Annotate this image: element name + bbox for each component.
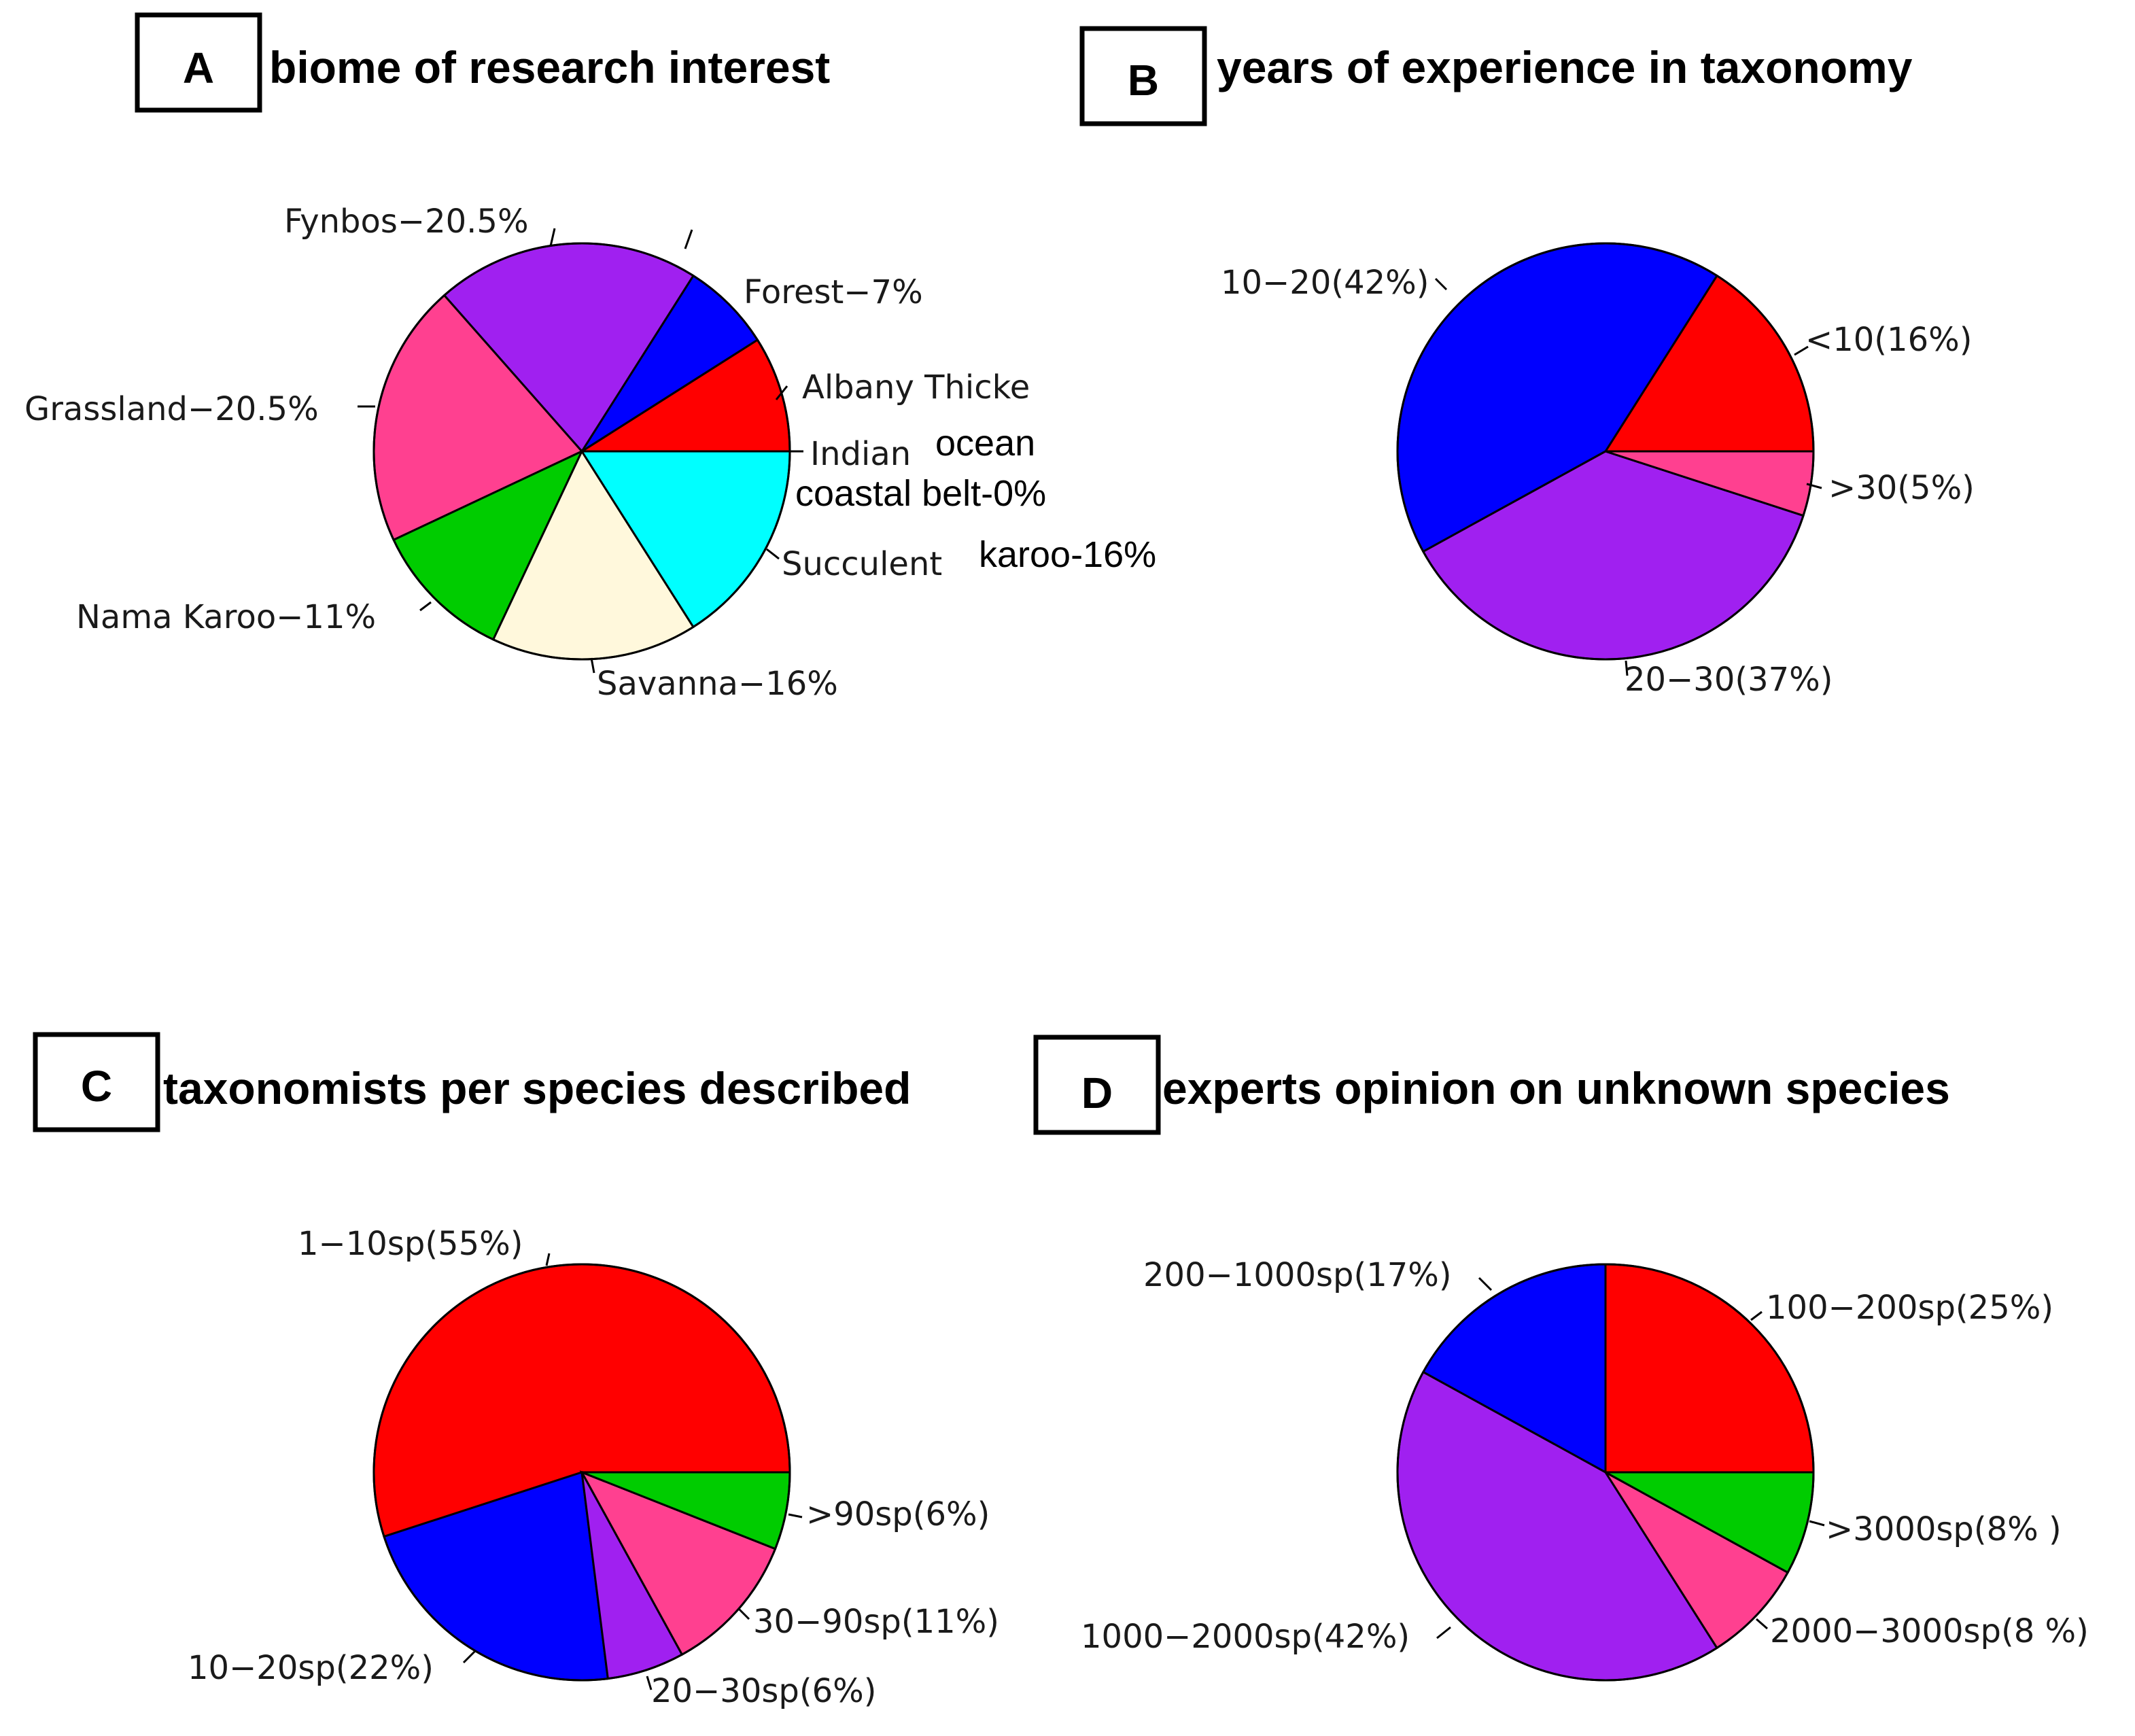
leader-lt10	[1794, 345, 1809, 356]
panel-c-letter: C	[81, 1062, 112, 1111]
panel-d-letter-box	[1033, 1035, 1161, 1135]
label-1000-2000sp: 1000−2000sp(42%)	[1081, 1618, 1410, 1656]
leader-gt3000	[1809, 1520, 1825, 1527]
leader-gt90	[788, 1513, 803, 1518]
label-forest: Forest−7%	[744, 273, 923, 311]
label-grassland: Grassland−20.5%	[24, 390, 319, 428]
label-10-20sp: 10−20sp(22%)	[188, 1649, 434, 1687]
leader-1-10	[545, 1253, 551, 1266]
label-succulent: Succulent	[782, 545, 942, 583]
label-200-1000sp: 200−1000sp(17%)	[1143, 1256, 1452, 1294]
label-savanna: Savanna−16%	[597, 665, 838, 703]
label-gt30: >30(5%)	[1828, 469, 1975, 507]
panel-b-letter: B	[1128, 56, 1159, 105]
label-fynbos: Fynbos−20.5%	[284, 203, 529, 241]
pie-chart-c	[372, 1263, 791, 1682]
label-lt10: <10(16%)	[1805, 321, 1972, 359]
label-succulent-karoo: karoo-16%	[979, 534, 1156, 575]
label-coastal-belt: coastal belt-0%	[795, 473, 1046, 514]
leader-gt30	[1806, 483, 1822, 489]
pie-c-outline	[372, 1263, 791, 1682]
label-30-90sp: 30−90sp(11%)	[753, 1603, 999, 1641]
panel-d-title: experts opinion on unknown species	[1162, 1063, 1950, 1113]
leader-nama	[419, 601, 432, 612]
label-2000-3000sp: 2000−3000sp(8 %)	[1770, 1612, 2089, 1650]
leader-200-1000	[1478, 1277, 1493, 1291]
label-20-30: 20−30(37%)	[1625, 661, 1833, 699]
leader-20-30	[1625, 660, 1629, 676]
panel-a-letter: A	[183, 44, 214, 92]
panel-d-letter: D	[1081, 1069, 1113, 1117]
leader-1000-2000	[1436, 1626, 1451, 1639]
leader-succulent	[766, 548, 780, 560]
label-10-20: 10−20(42%)	[1221, 264, 1429, 302]
panel-a-title: biome of research interest	[269, 42, 830, 92]
panel-c-letter-box	[33, 1032, 160, 1132]
label-albany: Albany Thicke	[802, 368, 1030, 406]
pie-chart-d	[1396, 1263, 1815, 1682]
leader-savanna	[590, 657, 595, 674]
leader-30-90	[737, 1607, 750, 1620]
panel-c-title: taxonomists per species described	[163, 1063, 911, 1113]
pie-d-outline	[1396, 1263, 1815, 1682]
leader-albany	[775, 385, 788, 400]
pie-chart-a	[372, 242, 791, 661]
label-1-10sp: 1−10sp(55%)	[298, 1225, 523, 1263]
panel-b-title: years of experience in taxonomy	[1217, 42, 1913, 92]
leader-10-20sp	[462, 1649, 477, 1664]
leader-10-20	[1434, 277, 1448, 291]
panel-b-letter-box	[1079, 26, 1207, 126]
label-20-30sp: 20−30sp(6%)	[651, 1672, 876, 1710]
label-gt3000sp: >3000sp(8% )	[1826, 1510, 2062, 1548]
label-indian-ocean: ocean	[935, 423, 1035, 464]
leader-forest	[684, 229, 693, 249]
leader-lines	[358, 228, 1825, 1690]
label-indian: Indian	[810, 435, 911, 473]
leader-fynbos	[549, 228, 556, 247]
leader-2000-3000	[1756, 1618, 1768, 1630]
label-nama-karoo: Nama Karoo−11%	[76, 598, 376, 636]
leader-100-200	[1750, 1310, 1763, 1321]
label-gt90sp: >90sp(6%)	[806, 1495, 990, 1533]
leader-20-30sp	[646, 1676, 653, 1690]
pie-b-outline	[1396, 242, 1815, 661]
panel-a-letter-box	[135, 12, 262, 113]
pie-chart-b	[1396, 242, 1815, 661]
label-100-200sp: 100−200sp(25%)	[1766, 1289, 2053, 1327]
